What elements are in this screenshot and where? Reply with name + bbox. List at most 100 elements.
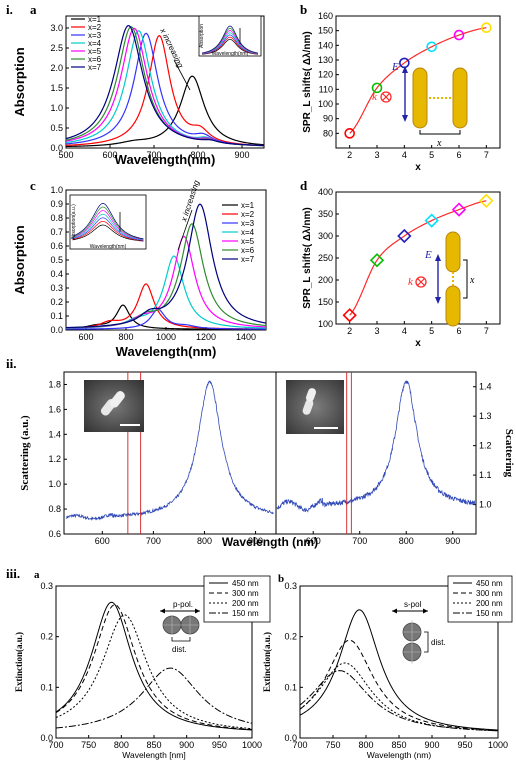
- legend-label: x=5: [88, 47, 102, 56]
- series-line-1: [55, 601, 253, 731]
- x-tick-label: 500: [58, 150, 73, 160]
- annotation-arrow: [173, 59, 191, 91]
- inset-curve-4: [202, 32, 258, 55]
- y-tick-label: 2.0: [50, 63, 63, 73]
- y-tick-label: 1.6: [48, 404, 61, 414]
- section-label-iii: iii.: [6, 566, 20, 581]
- series-line-2: [65, 35, 265, 147]
- data-point: [344, 128, 355, 139]
- inset-x-label: Wavelength(nm): [212, 51, 249, 57]
- y-tick-label: 0.8: [48, 504, 61, 514]
- y-tick-label: 200: [318, 275, 333, 285]
- y-tick-label: 0.3: [40, 581, 53, 591]
- y-tick-label: 0.6: [48, 529, 61, 539]
- inset-frame: [69, 194, 147, 250]
- x-tick-label: 4: [402, 326, 407, 336]
- data-point: [371, 82, 383, 94]
- x-tick-label: 1400: [236, 332, 256, 342]
- x-tick-label: 700: [352, 536, 367, 546]
- section-label-ii: ii.: [6, 356, 16, 371]
- y-tick-label: 1.0: [50, 103, 63, 113]
- legend-label: 200 nm: [232, 599, 259, 608]
- legend-label: x=3: [241, 219, 255, 228]
- y-tick-label: 140: [318, 40, 333, 50]
- y-tick-label: 0.5: [50, 123, 63, 133]
- x-tick-label: 6: [456, 326, 461, 336]
- series-line-1: [65, 75, 265, 148]
- y-tick-label: 90: [323, 114, 333, 124]
- y-axis-label: Absorption: [12, 225, 27, 294]
- y-tick-label: 1.2: [48, 454, 61, 464]
- x-tick-label: 2: [347, 326, 352, 336]
- inset-x-label: Wavelength(nm): [90, 244, 127, 250]
- x-tick-label: 950: [457, 740, 472, 750]
- y-tick-label: 0.0: [40, 733, 53, 743]
- y-tick-label: 0.0: [284, 733, 297, 743]
- x-tick-label: 900: [234, 150, 249, 160]
- legend-label: x=6: [241, 246, 255, 255]
- k-vector-circle-d: [415, 276, 427, 288]
- y-tick-label-right: 1.2: [479, 441, 492, 451]
- y-tick-label: 0.7: [50, 227, 63, 237]
- inset-curve-3: [72, 217, 144, 241]
- y-tick-label: 0.3: [50, 283, 63, 293]
- e-arrow-head-bottom: [402, 115, 408, 122]
- y-tick-label: 130: [318, 55, 333, 65]
- diagram-dimer-p-pol: p-pol. dist.: [160, 600, 200, 654]
- inset-curve-4: [72, 213, 144, 241]
- series-line-3: [299, 662, 499, 732]
- distance-bracket-vertical: [463, 259, 468, 299]
- inset-y-label: Absorption(a.u.): [71, 204, 77, 240]
- i-d-plot-frame: [335, 191, 501, 325]
- legend-label: 300 nm: [232, 589, 259, 598]
- x-tick-label: 800: [197, 536, 212, 546]
- inset-curve-5: [202, 30, 258, 54]
- data-point: [399, 57, 410, 69]
- x-tick-label: 600: [95, 536, 110, 546]
- data-point: [397, 228, 412, 244]
- series-line-2: [65, 283, 267, 330]
- y-tick-label: 1.0: [48, 479, 61, 489]
- y-tick-label: 0.8: [50, 213, 63, 223]
- inset-frame: [198, 15, 262, 57]
- x-tick-label: 1000: [242, 740, 262, 750]
- data-point: [342, 308, 357, 323]
- x-tick-label: 800: [114, 740, 129, 750]
- inset-curve-7: [202, 25, 258, 54]
- y-tick-label: 2.5: [50, 43, 63, 53]
- inset-curve-3: [202, 34, 258, 55]
- y-tick-label: 0.9: [50, 199, 63, 209]
- y-tick-label: 0.0: [50, 143, 63, 153]
- p-pol-arrow-left-head: [160, 608, 165, 614]
- e-arrow-head-top: [402, 66, 408, 73]
- y-tick-label-right: 1.0: [479, 500, 492, 510]
- legend-label: x=7: [241, 255, 255, 264]
- legend-label: x=1: [241, 201, 255, 210]
- diagram-dimer-s-pol: s-pol dist.: [392, 600, 446, 664]
- y-tick-label: 300: [318, 231, 333, 241]
- x-tick-label: 600: [102, 150, 117, 160]
- series-line-2: [299, 639, 499, 731]
- x-tick-label: 700: [146, 536, 161, 546]
- x-tick-label: 900: [424, 740, 439, 750]
- y-tick-label: 80: [323, 128, 333, 138]
- x-axis-label: Wavelength(nm): [116, 344, 217, 359]
- data-point: [369, 253, 385, 268]
- y-tick-label-right: 1.4: [479, 382, 492, 392]
- dist-label-b: dist.: [431, 638, 446, 647]
- ia-plot-frame: [65, 15, 265, 149]
- annotation-arrow: [177, 209, 193, 251]
- legend-label: x=7: [88, 63, 102, 72]
- pol-label-s: s-pol: [404, 600, 422, 609]
- s-pol-arrow-left-head: [392, 608, 397, 614]
- annotation-x-increasing: x increasing: [158, 26, 185, 70]
- series-line-2: [55, 604, 253, 730]
- x-axis-label: x: [415, 338, 421, 349]
- data-point: [451, 202, 467, 217]
- y-tick-label: 150: [318, 297, 333, 307]
- x-tick-label: 1000: [488, 740, 508, 750]
- x-axis-label: Wavelength (nm): [222, 535, 318, 549]
- x-tick-label: 5: [429, 150, 434, 160]
- legend-label: 150 nm: [232, 609, 259, 618]
- legend-label: 150 nm: [476, 609, 503, 618]
